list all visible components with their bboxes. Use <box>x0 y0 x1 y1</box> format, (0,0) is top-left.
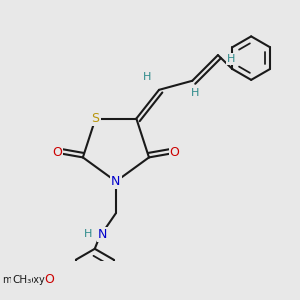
Text: O: O <box>170 146 180 159</box>
Text: CH₃: CH₃ <box>12 275 31 285</box>
Text: H: H <box>226 54 235 64</box>
Text: H: H <box>143 72 152 82</box>
Text: H: H <box>191 88 200 98</box>
Text: S: S <box>92 112 100 125</box>
Text: N: N <box>98 228 107 241</box>
Text: H: H <box>84 229 92 239</box>
Text: O: O <box>52 146 62 159</box>
Text: O: O <box>44 273 54 286</box>
Text: methoxy: methoxy <box>3 275 45 285</box>
Text: N: N <box>111 175 121 188</box>
